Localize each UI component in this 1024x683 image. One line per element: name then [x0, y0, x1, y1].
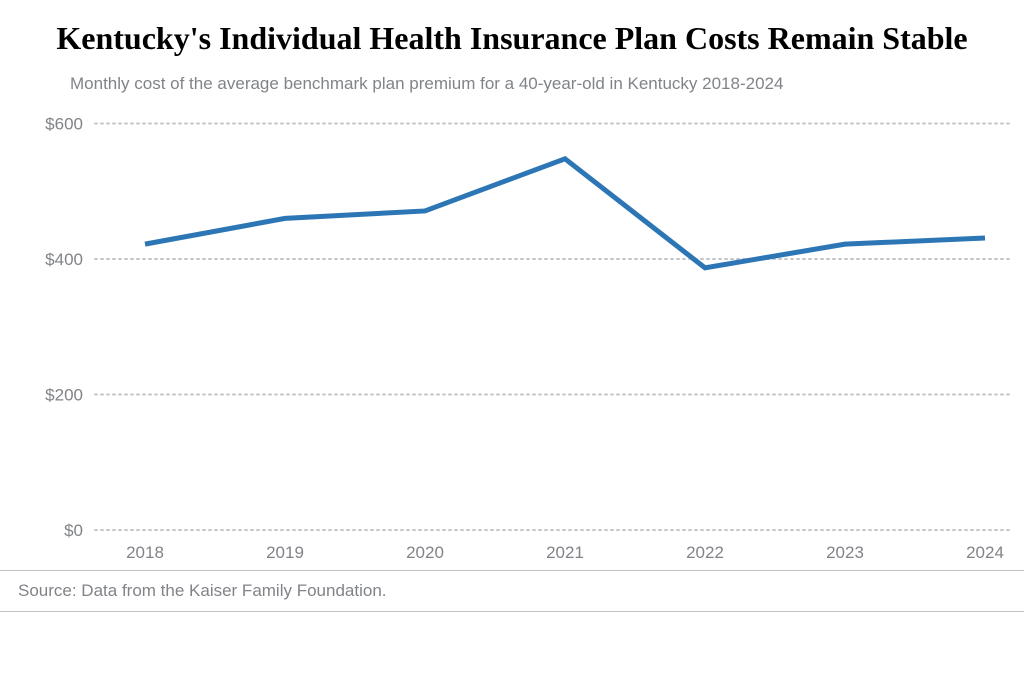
svg-text:2018: 2018 — [126, 543, 164, 562]
svg-text:2019: 2019 — [266, 543, 304, 562]
chart-subtitle: Monthly cost of the average benchmark pl… — [0, 68, 1024, 100]
chart-container: Kentucky's Individual Health Insurance P… — [0, 0, 1024, 683]
svg-text:$400: $400 — [45, 250, 83, 269]
svg-text:$200: $200 — [45, 386, 83, 405]
line-chart-svg: $0 $200 $400 $600 2018 2019 2020 2021 2022 2023 20… — [0, 100, 1024, 570]
svg-text:2022: 2022 — [686, 543, 724, 562]
svg-text:2021: 2021 — [546, 543, 584, 562]
svg-text:$0: $0 — [64, 521, 83, 540]
chart-title: Kentucky's Individual Health Insurance P… — [0, 0, 1024, 68]
svg-text:2020: 2020 — [406, 543, 444, 562]
svg-text:2023: 2023 — [826, 543, 864, 562]
svg-text:2024: 2024 — [966, 543, 1004, 562]
svg-text:$600: $600 — [45, 115, 83, 134]
chart-plot-area: $0 $200 $400 $600 2018 2019 2020 2021 2022 2023 20… — [0, 100, 1024, 570]
chart-source: Source: Data from the Kaiser Family Foun… — [0, 570, 1024, 612]
